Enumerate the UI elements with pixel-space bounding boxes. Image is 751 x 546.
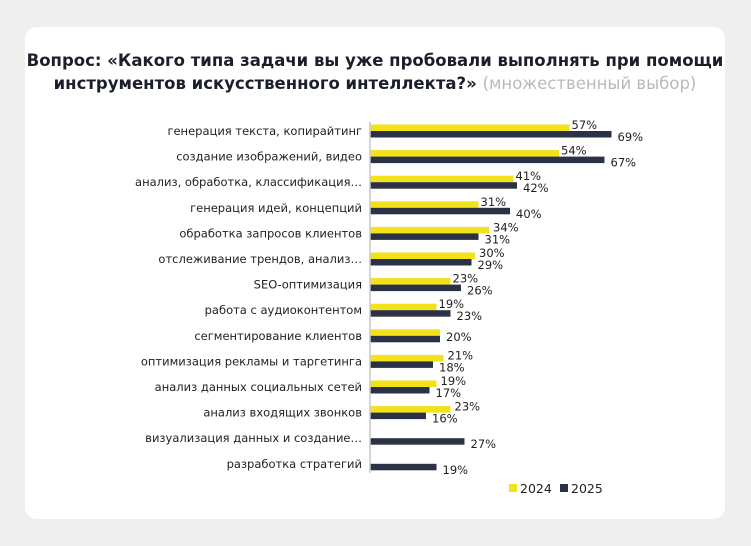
bar-2024 bbox=[370, 124, 570, 131]
bar-2024 bbox=[370, 150, 559, 157]
value-label-2025: 16% bbox=[432, 412, 458, 426]
value-label-2024: 41% bbox=[516, 169, 542, 183]
legend-swatch-2025 bbox=[560, 484, 568, 492]
category-label: анализ, обработка, классификация… bbox=[135, 175, 362, 189]
legend-label-2024: 2024 bbox=[520, 481, 552, 496]
bar-2024 bbox=[370, 252, 475, 259]
category-label: оптимизация рекламы и таргетинга bbox=[141, 354, 362, 368]
chart-card: Вопрос: «Какого типа задачи вы уже пробо… bbox=[25, 27, 725, 519]
bar-2025 bbox=[370, 207, 510, 215]
value-label-2025: 40% bbox=[516, 207, 542, 221]
category-label: визуализация данных и создание… bbox=[145, 431, 362, 445]
value-label-2025: 20% bbox=[446, 330, 472, 344]
category-label: работа с аудиоконтентом bbox=[205, 303, 362, 317]
category-label: анализ входящих звонков bbox=[203, 406, 362, 420]
bar-2025 bbox=[370, 361, 433, 368]
value-label-2024: 34% bbox=[493, 220, 519, 234]
category-label: SEO-оптимизация bbox=[254, 278, 362, 292]
value-label-2025: 29% bbox=[478, 258, 504, 272]
bar-2025 bbox=[370, 156, 605, 164]
bar-2024 bbox=[370, 380, 437, 387]
value-label-2025: 17% bbox=[436, 386, 462, 400]
value-label-2025: 69% bbox=[618, 130, 644, 144]
subtitle-text: (множественный выбор) bbox=[482, 74, 697, 93]
category-label: отслеживание трендов, анализ… bbox=[158, 252, 362, 266]
value-label-2025: 27% bbox=[471, 437, 497, 451]
value-label-2024: 23% bbox=[455, 400, 481, 414]
value-label-2025: 18% bbox=[439, 360, 465, 374]
category-label: анализ данных социальных сетей bbox=[155, 380, 362, 394]
bar-2024 bbox=[370, 201, 479, 208]
bar-2025 bbox=[370, 387, 430, 394]
category-label: сегментирование клиентов bbox=[194, 329, 362, 343]
bar-2025 bbox=[370, 259, 472, 266]
bar-2025 bbox=[370, 310, 451, 317]
bar-2025 bbox=[370, 182, 517, 189]
value-label-2025: 26% bbox=[467, 284, 493, 298]
value-label-2024: 54% bbox=[561, 144, 587, 158]
bar-2025 bbox=[370, 438, 465, 445]
legend-swatch-2024 bbox=[509, 484, 517, 492]
category-label: генерация текста, копирайтинг bbox=[167, 124, 362, 138]
value-label-2024: 57% bbox=[572, 118, 598, 132]
bar-2024 bbox=[370, 406, 451, 413]
bar-2024 bbox=[370, 329, 440, 336]
value-label-2025: 23% bbox=[457, 309, 483, 323]
category-label: обработка запросов клиентов bbox=[179, 226, 362, 240]
bar-2024 bbox=[370, 354, 444, 362]
chart-title: Вопрос: «Какого типа задачи вы уже пробо… bbox=[25, 49, 725, 95]
bar-2025 bbox=[370, 463, 437, 471]
legend-label-2025: 2025 bbox=[571, 481, 603, 496]
value-label-2025: 19% bbox=[443, 463, 469, 477]
bar-2024 bbox=[370, 175, 514, 183]
value-label-2025: 67% bbox=[611, 156, 637, 170]
bar-2024 bbox=[370, 303, 437, 311]
value-label-2024: 30% bbox=[479, 246, 505, 260]
bar-2024 bbox=[370, 278, 451, 285]
bar-2025 bbox=[370, 233, 479, 240]
bar-2025 bbox=[370, 131, 612, 138]
bar-2024 bbox=[370, 226, 489, 234]
category-label: разработка стратегий bbox=[227, 457, 362, 471]
bar-2025 bbox=[370, 335, 440, 343]
bar-2025 bbox=[370, 412, 426, 420]
category-label: генерация идей, концепций bbox=[190, 201, 362, 215]
value-label-2025: 31% bbox=[485, 232, 511, 246]
value-label-2024: 31% bbox=[481, 195, 507, 209]
value-label-2024: 21% bbox=[448, 348, 474, 362]
value-label-2025: 42% bbox=[523, 181, 549, 195]
bar-2025 bbox=[370, 284, 461, 292]
title-text: Вопрос: «Какого типа задачи вы уже пробо… bbox=[26, 51, 724, 93]
value-label-2024: 19% bbox=[439, 297, 465, 311]
value-label-2024: 19% bbox=[441, 374, 467, 388]
value-label-2024: 23% bbox=[453, 272, 479, 286]
category-label: создание изображений, видео bbox=[176, 150, 362, 164]
